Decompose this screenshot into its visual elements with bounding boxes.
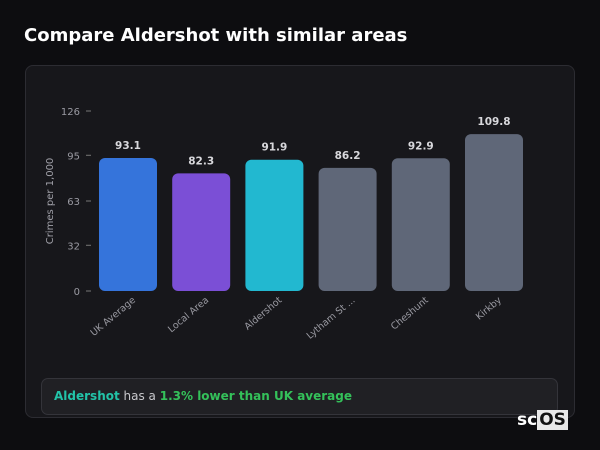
x-tick-label: UK Average	[89, 295, 138, 339]
x-tick-label: Cheshunt	[389, 295, 431, 333]
x-tick-label: Local Area	[166, 295, 211, 335]
bar	[172, 173, 231, 291]
data-label: 91.9	[261, 142, 287, 154]
bar	[245, 159, 304, 291]
summary-comparison: 1.3% lower than UK average	[159, 389, 352, 403]
x-tick-label: Kirkby	[474, 295, 504, 323]
bar	[318, 167, 377, 291]
x-tick-label: Aldershot	[242, 295, 284, 333]
y-tick-label: 95	[67, 151, 80, 162]
y-tick-label: 32	[67, 241, 80, 252]
y-axis-label: Crimes per 1,000	[45, 158, 56, 245]
summary-area: Aldershot	[54, 389, 120, 403]
data-label: 109.8	[477, 116, 510, 128]
data-label: 93.1	[115, 140, 141, 152]
y-tick-label: 126	[61, 107, 80, 118]
summary-box: Aldershot has a 1.3% lower than UK avera…	[41, 378, 558, 415]
summary-text: has a	[119, 389, 160, 403]
watermark-logo: sc OS	[517, 410, 568, 430]
bar	[391, 158, 450, 291]
data-label: 92.9	[408, 140, 434, 152]
y-tick-label: 0	[74, 287, 80, 298]
bar	[99, 158, 157, 291]
bar	[465, 134, 523, 291]
data-label: 82.3	[188, 155, 214, 167]
data-label: 86.2	[335, 150, 361, 162]
page-title: Compare Aldershot with similar areas	[24, 25, 408, 46]
x-tick-label: Lytham St ...	[305, 295, 358, 342]
y-tick-label: 63	[67, 197, 80, 208]
